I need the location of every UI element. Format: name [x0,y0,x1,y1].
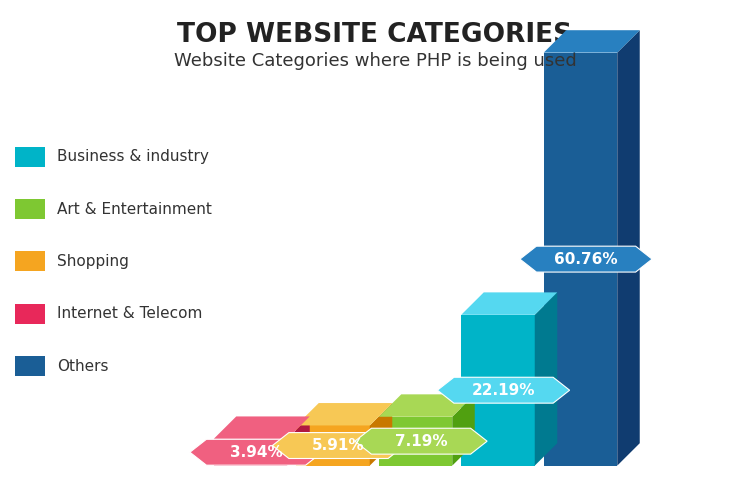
Polygon shape [617,30,640,466]
Bar [15,199,45,219]
Text: Internet & Telecom: Internet & Telecom [57,306,202,321]
Text: 3.94%: 3.94% [230,445,283,460]
Polygon shape [544,30,640,53]
Text: Others: Others [57,359,109,374]
Polygon shape [214,416,310,439]
Text: Art & Entertainment: Art & Entertainment [57,202,211,217]
Polygon shape [520,246,652,272]
Polygon shape [214,439,287,466]
Polygon shape [544,53,617,466]
Polygon shape [296,403,392,425]
Polygon shape [355,428,488,454]
Bar [15,356,45,376]
Polygon shape [272,433,405,459]
Text: 7.19%: 7.19% [394,434,447,449]
Polygon shape [452,394,475,466]
Polygon shape [379,417,452,466]
Polygon shape [296,425,370,466]
Polygon shape [287,416,310,466]
Text: Business & industry: Business & industry [57,149,208,164]
Bar [15,147,45,167]
Text: Shopping: Shopping [57,254,129,269]
Polygon shape [190,439,322,465]
Polygon shape [461,292,557,315]
Text: 22.19%: 22.19% [472,382,536,398]
Polygon shape [535,292,557,466]
Polygon shape [370,403,392,466]
Bar [15,304,45,324]
Text: 60.76%: 60.76% [554,251,618,266]
Polygon shape [379,394,475,417]
Text: 5.91%: 5.91% [312,438,364,453]
Polygon shape [437,377,570,403]
Text: Website Categories where PHP is being used: Website Categories where PHP is being us… [173,52,576,70]
Text: TOP WEBSITE CATEGORIES: TOP WEBSITE CATEGORIES [178,22,572,48]
Polygon shape [461,315,535,466]
Bar [15,251,45,271]
